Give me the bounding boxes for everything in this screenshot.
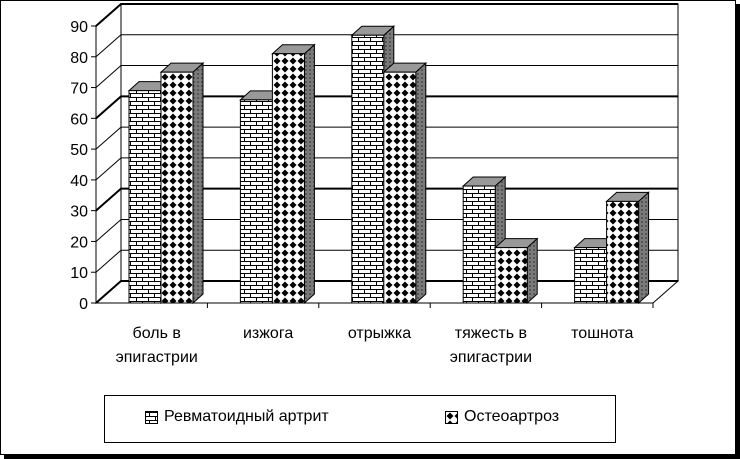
side-wall <box>95 2 122 305</box>
bar-side <box>638 191 650 305</box>
y-tick-label: 60 <box>70 111 88 128</box>
y-tick-label: 70 <box>70 81 88 98</box>
bar-front <box>606 200 640 304</box>
bar-front <box>160 71 194 304</box>
legend-item-series-1: Ревматоидный артрит <box>145 408 329 426</box>
bar-side <box>303 43 315 305</box>
gridline <box>95 34 678 58</box>
bar-front <box>383 71 417 304</box>
x-category-label: изжога <box>243 325 293 342</box>
bar-chart: 0 10 20 30 40 50 60 70 80 90 боль в эпигастрии изжо… <box>70 2 680 366</box>
y-tick-label: 10 <box>70 265 88 282</box>
x-category-label: тяжесть в <box>455 325 527 342</box>
legend-swatch-brick <box>145 410 158 424</box>
bar-front <box>494 247 528 304</box>
bar-front <box>574 247 608 304</box>
legend-label: Ревматоидный артрит <box>164 408 329 425</box>
bar <box>493 237 539 305</box>
x-category-label: боль в <box>133 325 181 342</box>
y-tick-label: 50 <box>70 142 88 159</box>
x-category-label: отрыжка <box>348 325 411 342</box>
bar-front <box>128 90 162 304</box>
bar-front <box>462 185 496 304</box>
bar-front <box>239 99 273 304</box>
bar <box>605 191 650 305</box>
legend: Ревматоидный артрит Остеоартроз <box>104 395 616 443</box>
x-category-label: тошнота <box>571 325 633 342</box>
y-tick-label: 20 <box>70 234 88 251</box>
gridline <box>95 65 678 88</box>
y-tick-label: 80 <box>70 50 88 67</box>
bar-front <box>351 34 385 304</box>
bars <box>127 25 650 305</box>
x-category-label: эпигастрии <box>116 349 198 366</box>
bar-side <box>192 62 204 305</box>
y-tick-label: 40 <box>70 173 88 190</box>
legend-item-series-2: Остеоартроз <box>445 408 559 426</box>
y-tick-label: 90 <box>70 19 88 36</box>
gridline <box>95 3 678 27</box>
gridline <box>95 126 678 150</box>
y-tick-label: 30 <box>70 204 88 221</box>
y-tick-label: 0 <box>79 296 88 313</box>
bar-side <box>415 62 427 305</box>
legend-swatch-diamond <box>445 410 458 424</box>
legend-label: Остеоартроз <box>464 408 560 425</box>
bar-side <box>526 237 538 305</box>
x-category-label: эпигастрии <box>450 349 532 366</box>
gridlines <box>95 3 678 304</box>
bar <box>271 43 316 305</box>
gridline <box>95 157 678 181</box>
bar-front <box>271 53 305 304</box>
x-axis-categories: боль в эпигастрии изжога отрыжка тяжесть в эп… <box>116 303 654 366</box>
gridline <box>95 95 678 120</box>
bar <box>382 62 428 305</box>
bar <box>159 62 205 305</box>
